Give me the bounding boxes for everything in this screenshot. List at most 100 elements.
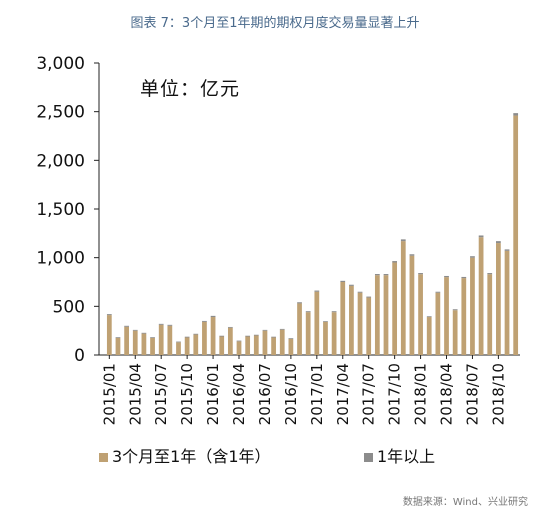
bar-long-term bbox=[340, 280, 346, 282]
bar-short-term bbox=[496, 243, 501, 355]
bar-short-term bbox=[262, 330, 268, 355]
x-tick-label: 2018/10 bbox=[489, 363, 507, 425]
legend-swatch-long-term bbox=[364, 453, 373, 462]
bar-short-term bbox=[418, 274, 423, 355]
legend-label-short-term: 3个月至1年（含1年） bbox=[112, 447, 271, 466]
legend-label-long-term: 1年以上 bbox=[377, 447, 435, 466]
x-tick-label: 2015/10 bbox=[178, 363, 196, 425]
bar-long-term bbox=[487, 273, 493, 275]
bar-short-term bbox=[357, 292, 363, 355]
bar-short-term bbox=[132, 330, 138, 355]
bar-long-term bbox=[478, 235, 484, 238]
bar-long-term bbox=[115, 337, 121, 338]
bar-long-term bbox=[314, 290, 320, 292]
y-tick-label: 500 bbox=[53, 297, 85, 317]
x-tick-label: 2015/07 bbox=[152, 363, 170, 425]
bar-short-term bbox=[470, 257, 475, 355]
bar-long-term bbox=[374, 274, 380, 276]
x-tick-label: 2017/01 bbox=[308, 363, 326, 425]
bar-long-term bbox=[132, 329, 138, 331]
x-tick-label: 2015/01 bbox=[100, 363, 118, 425]
x-tick-label: 2016/04 bbox=[230, 363, 248, 425]
bar-long-term bbox=[227, 326, 233, 328]
bar-short-term bbox=[331, 312, 337, 355]
bar-long-term bbox=[323, 321, 328, 322]
bar-long-term bbox=[124, 325, 129, 327]
bar-long-term bbox=[383, 274, 389, 276]
bar-short-term bbox=[392, 262, 398, 355]
source-note: 数据来源：Wind、兴业研究 bbox=[402, 497, 528, 508]
bar-short-term bbox=[236, 341, 242, 355]
bar-short-term bbox=[400, 241, 406, 355]
bar-long-term bbox=[444, 275, 449, 278]
bar-long-term bbox=[400, 239, 406, 242]
bar-short-term bbox=[227, 327, 233, 355]
bar-long-term bbox=[210, 315, 216, 318]
bar-short-term bbox=[323, 321, 328, 355]
bar-short-term bbox=[150, 337, 155, 355]
unit-label: 单位：亿元 bbox=[140, 78, 241, 100]
x-tick-label: 2018/04 bbox=[438, 363, 456, 425]
bar-short-term bbox=[106, 315, 112, 355]
x-tick-label: 2016/10 bbox=[282, 363, 300, 425]
bar-short-term bbox=[452, 310, 458, 355]
bar-short-term bbox=[115, 337, 121, 355]
bar-long-term bbox=[435, 291, 441, 293]
bar-short-term bbox=[253, 335, 259, 355]
bar-long-term bbox=[202, 320, 207, 322]
bar-short-term bbox=[210, 317, 216, 355]
bar-long-term bbox=[452, 309, 458, 311]
bar-short-term bbox=[245, 336, 251, 355]
bar-short-term bbox=[158, 324, 164, 355]
x-tick-label: 2017/07 bbox=[360, 363, 378, 425]
bar-long-term bbox=[193, 333, 199, 335]
bar-short-term bbox=[444, 277, 449, 355]
bar-short-term bbox=[374, 275, 380, 355]
y-tick-label: 1,500 bbox=[36, 200, 85, 220]
bar-long-term bbox=[504, 249, 510, 251]
bar-long-term bbox=[331, 311, 337, 313]
bar-short-term bbox=[366, 297, 372, 355]
legend-swatch-short-term bbox=[99, 453, 108, 462]
bar-long-term bbox=[262, 329, 268, 331]
bar-short-term bbox=[279, 329, 285, 355]
bar-long-term bbox=[219, 335, 225, 337]
bar-short-term bbox=[504, 250, 510, 355]
bar-short-term bbox=[314, 291, 320, 355]
bar-long-term bbox=[176, 341, 181, 343]
y-tick-label: 2,500 bbox=[36, 103, 85, 123]
bar-short-term bbox=[305, 312, 311, 355]
bar-short-term bbox=[176, 342, 181, 355]
bar-long-term bbox=[288, 338, 294, 339]
bar-long-term bbox=[236, 340, 242, 342]
bar-long-term bbox=[245, 335, 251, 337]
bar-long-term bbox=[366, 296, 372, 298]
bar-long-term bbox=[418, 273, 423, 275]
bar-long-term bbox=[513, 113, 519, 116]
bar-short-term bbox=[340, 282, 346, 355]
x-tick-label: 2018/07 bbox=[463, 363, 481, 425]
bar-short-term bbox=[409, 255, 415, 355]
x-tick-label: 2016/01 bbox=[204, 363, 222, 425]
bar-short-term bbox=[383, 275, 389, 355]
x-tick-label: 2016/07 bbox=[256, 363, 274, 425]
bar-long-term bbox=[279, 328, 285, 330]
bar-short-term bbox=[513, 115, 519, 355]
bar-long-term bbox=[253, 334, 259, 336]
bar-short-term bbox=[288, 338, 294, 355]
bar-short-term bbox=[461, 278, 467, 355]
bar-long-term bbox=[426, 316, 432, 318]
bar-long-term bbox=[305, 311, 311, 313]
bar-long-term bbox=[349, 284, 354, 286]
bar-short-term bbox=[478, 237, 484, 355]
bar-short-term bbox=[184, 337, 190, 355]
bar-long-term bbox=[470, 256, 475, 258]
bar-short-term bbox=[167, 325, 173, 355]
y-tick-label: 1,000 bbox=[36, 249, 85, 269]
bar-short-term bbox=[349, 285, 354, 355]
bar-short-term bbox=[297, 303, 302, 355]
x-tick-label: 2017/04 bbox=[334, 363, 352, 425]
bar-long-term bbox=[496, 241, 501, 244]
bar-long-term bbox=[158, 323, 164, 325]
bar-long-term bbox=[141, 332, 147, 334]
